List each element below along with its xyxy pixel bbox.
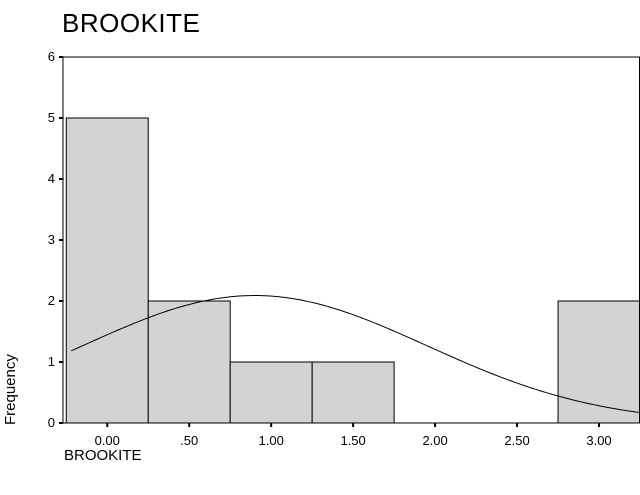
y-tick-label-4: 4 (48, 171, 55, 186)
curve-group (70, 295, 640, 414)
normal-curve-line (70, 295, 640, 414)
histogram-bar-0 (65, 117, 149, 424)
y-tick-label-2: 2 (48, 293, 55, 308)
histogram-bar-1 (147, 300, 231, 424)
y-tick-label-5: 5 (48, 110, 55, 125)
x-tick-label-2: 1.00 (259, 433, 284, 448)
x-tick-label-3: 1.50 (340, 433, 365, 448)
x-tick-label-4: 2.00 (422, 433, 447, 448)
y-tick-label-3: 3 (48, 232, 55, 247)
x-tick-label-5: 2.50 (504, 433, 529, 448)
x-tick-label-0: 0.00 (95, 433, 120, 448)
x-tick-label-1: .50 (180, 433, 198, 448)
x-tick-label-6: 3.00 (586, 433, 611, 448)
bars-group (65, 117, 640, 424)
chart-title: BROOKITE (62, 8, 201, 38)
axes-group: 0 1 2 3 4 5 6 0.00 .50 1.00 1.50 2.00 2.50 3.00 (48, 49, 640, 448)
histogram-bar-6 (557, 300, 640, 424)
histogram-bar-2 (229, 361, 313, 424)
y-tick-label-1: 1 (48, 354, 55, 369)
x-axis-label: BROOKITE (64, 447, 142, 464)
y-tick-label-6: 6 (48, 49, 55, 64)
histogram-bar-3 (311, 361, 395, 424)
y-tick-label-0: 0 (48, 415, 55, 430)
